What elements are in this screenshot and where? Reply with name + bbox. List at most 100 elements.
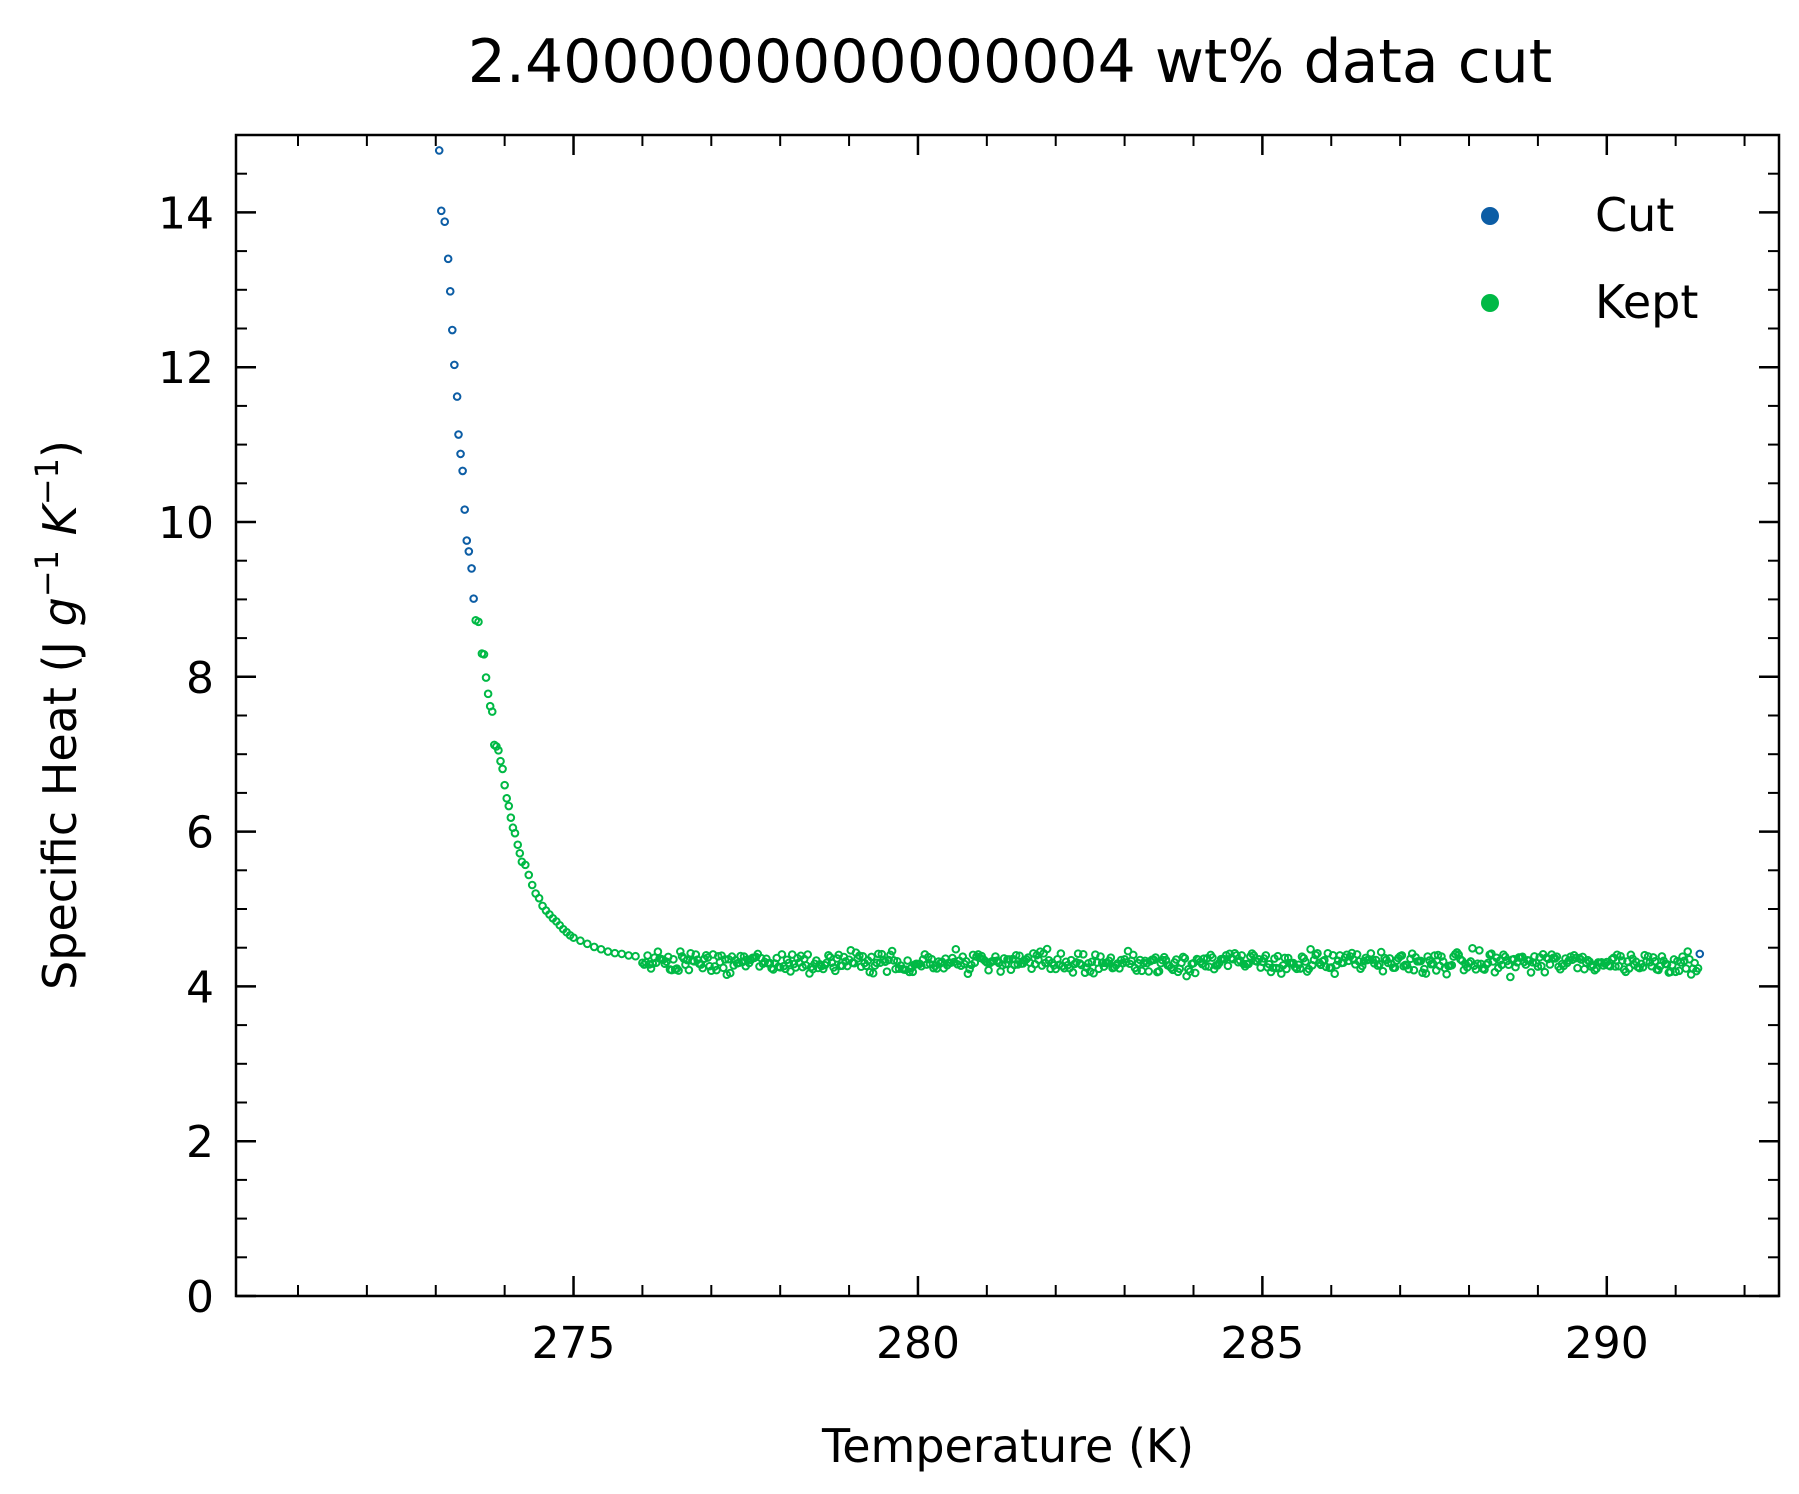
cut-point <box>434 146 444 155</box>
kept-point <box>1475 946 1484 955</box>
kept-point <box>1590 965 1600 975</box>
kept-point <box>1611 962 1620 971</box>
kept-point <box>1137 966 1147 976</box>
x-axis-tick-labels: 275 280 285 290 <box>532 1318 1649 1369</box>
kept-point <box>515 848 525 858</box>
kept-point <box>879 955 888 965</box>
kept-point <box>1144 967 1154 976</box>
kept-point <box>1154 966 1164 976</box>
kept-point <box>1011 951 1021 960</box>
kept-point <box>1404 964 1414 974</box>
kept-point <box>1106 953 1116 962</box>
kept-point <box>510 828 520 838</box>
kept-point <box>803 950 813 959</box>
kept-point <box>867 952 876 962</box>
legend-marker-kept <box>1481 294 1499 312</box>
y-tick-label: 0 <box>186 1272 214 1323</box>
cut-point <box>447 325 457 335</box>
kept-point <box>498 764 507 774</box>
kept-point <box>882 967 892 976</box>
cut-point <box>445 287 455 296</box>
kept-point <box>1376 947 1386 957</box>
kept-point <box>576 936 585 946</box>
kept-point <box>1320 955 1329 965</box>
legend: Cut Kept <box>1481 188 1698 329</box>
cut-point <box>452 392 462 401</box>
kept-point <box>720 955 730 964</box>
kept-point <box>1068 968 1078 977</box>
y-tick-label: 8 <box>186 653 214 704</box>
cut-point <box>1695 949 1705 959</box>
kept-point <box>1545 960 1555 969</box>
kept-point <box>1537 961 1546 971</box>
y-axis-label-g: g <box>33 597 87 626</box>
kept-point <box>1481 960 1491 969</box>
kept-point <box>589 942 599 952</box>
kept-point <box>1199 954 1209 963</box>
kept-point <box>1073 949 1083 958</box>
kept-point <box>1511 962 1520 972</box>
kept-point <box>1128 950 1138 960</box>
y-tick-label: 12 <box>158 343 214 394</box>
kept-point <box>827 958 837 968</box>
legend-label-kept: Kept <box>1595 275 1698 329</box>
kept-point <box>1223 961 1233 971</box>
kept-point <box>631 951 640 961</box>
kept-point <box>1650 956 1660 966</box>
kept-point <box>487 707 497 716</box>
kept-point <box>1473 959 1482 968</box>
kept-point <box>603 947 613 956</box>
kept-point <box>1357 961 1367 971</box>
kept-point <box>922 960 931 969</box>
kept-point <box>1301 957 1310 966</box>
kept-point <box>646 964 656 973</box>
kept-point <box>1087 957 1097 967</box>
kept-point <box>527 880 537 890</box>
kept-point <box>502 794 512 803</box>
kept-point <box>1679 956 1689 966</box>
kept-point <box>868 968 878 978</box>
kept-point <box>1078 949 1088 959</box>
kept-point <box>725 968 735 978</box>
kept-point <box>506 813 516 822</box>
y-tick-label: 10 <box>158 498 214 549</box>
kept-point <box>786 967 795 976</box>
cut-point <box>464 547 474 556</box>
kept-point <box>474 617 483 627</box>
y-axis-label-space <box>33 535 87 550</box>
kept-point <box>534 893 544 903</box>
kept-point <box>583 939 592 949</box>
kept-point <box>1442 969 1451 979</box>
y-axis-label-k: K <box>33 501 87 535</box>
kept-point <box>705 961 714 971</box>
kept-point <box>1306 945 1315 954</box>
kept-point <box>1468 943 1477 953</box>
plot-frame <box>234 133 1781 1298</box>
kept-point <box>1375 959 1384 969</box>
kept-point <box>1397 951 1407 960</box>
y-axis-label-prefix: Specific Heat (J <box>33 626 87 990</box>
kept-point <box>500 780 509 790</box>
cut-point <box>436 206 446 216</box>
kept-point <box>1180 953 1190 963</box>
kept-point <box>887 946 897 956</box>
cut-point <box>460 505 469 514</box>
x-tick-label: 275 <box>532 1318 616 1369</box>
kept-point <box>855 951 864 961</box>
cut-point <box>467 564 476 573</box>
kept-point <box>874 949 883 959</box>
y-tick-label: 2 <box>186 1117 214 1168</box>
kept-point <box>1540 967 1550 977</box>
x-tick-label: 280 <box>876 1318 960 1369</box>
kept-point <box>481 673 491 682</box>
kept-point <box>951 944 961 954</box>
kept-point <box>1075 959 1085 968</box>
cut-point <box>469 594 478 603</box>
kept-point <box>1352 950 1362 959</box>
kept-point <box>903 956 912 965</box>
kept-point <box>1573 963 1582 973</box>
kept-point <box>483 689 493 699</box>
kept-point <box>1552 952 1562 962</box>
kept-point <box>872 958 881 968</box>
